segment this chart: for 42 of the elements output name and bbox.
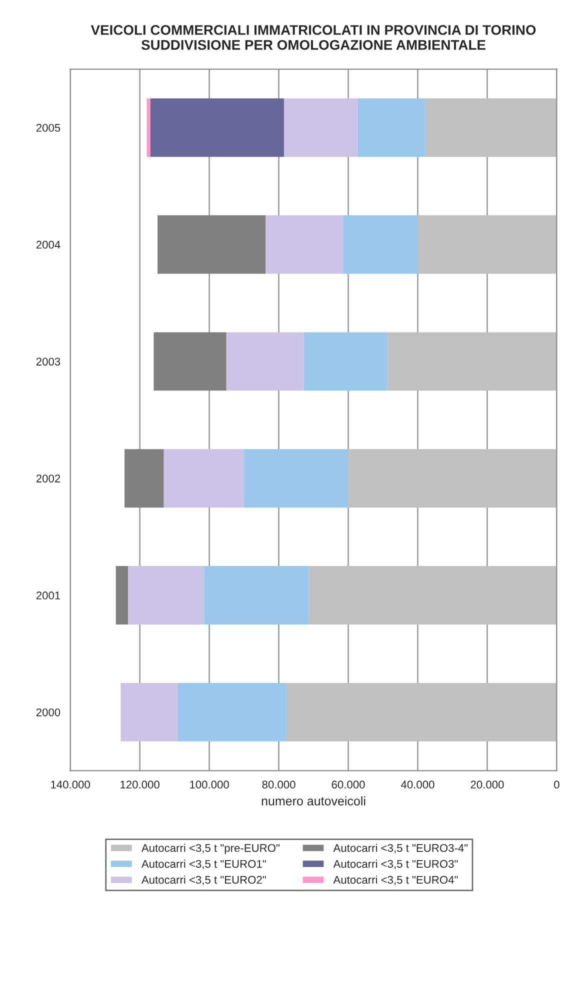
x-tick-label: 0 — [554, 780, 560, 789]
bar — [358, 98, 426, 157]
bar — [128, 566, 204, 624]
x-tick-label: 140.000 — [51, 780, 90, 789]
y-tick-label: 2004 — [36, 240, 60, 249]
y-tick-label: 2001 — [36, 592, 60, 600]
legend-label: Autocarri <3,5 t "EURO2" — [141, 876, 266, 886]
x-tick-label: 40.000 — [401, 780, 434, 789]
bar — [343, 215, 418, 274]
chart-title: VEICOLI COMMERCIALI IMMATRICOLATI IN PROVINCIA DI TORINO SUDDIVISIONE PER OMOLOGAZIONE AMBIENTALE — [90, 25, 536, 50]
legend-label: Autocarri <3,5 t "pre-EURO" — [141, 844, 280, 854]
bar — [348, 449, 557, 508]
x-tick-label: 120.000 — [120, 780, 160, 789]
y-tick-label: 2003 — [36, 358, 60, 366]
bar — [244, 449, 348, 508]
bar — [226, 332, 304, 391]
bar — [150, 98, 284, 157]
legend-label: Autocarri <3,5 t "EURO3-4" — [333, 844, 468, 854]
bar — [164, 449, 244, 508]
x-tick-label: 60.000 — [332, 780, 365, 789]
bar — [120, 682, 178, 742]
bar — [204, 566, 309, 624]
bar — [387, 332, 557, 391]
bar — [418, 215, 557, 274]
bar — [266, 215, 344, 274]
bar — [425, 98, 557, 157]
legend-label: Autocarri <3,5 t "EURO1" — [141, 860, 266, 870]
x-tick-label: 100.000 — [190, 780, 229, 789]
y-tick-label: 2000 — [36, 708, 60, 716]
x-axis-title: numero autoveicoli — [262, 796, 366, 806]
bar — [286, 682, 557, 742]
y-tick-label: 2005 — [36, 124, 60, 132]
x-tick-label: 20.000 — [470, 780, 504, 789]
legend-label: Autocarri <3,5 t "EURO4" — [333, 876, 458, 886]
bar — [177, 682, 286, 742]
x-tick-label: 80.000 — [262, 780, 296, 789]
legend-label: Autocarri <3,5 t "EURO3" — [333, 860, 458, 870]
bar — [308, 566, 557, 624]
bar — [304, 332, 388, 391]
bar — [116, 566, 128, 624]
y-tick-label: 2002 — [36, 474, 60, 482]
bar — [284, 98, 358, 157]
